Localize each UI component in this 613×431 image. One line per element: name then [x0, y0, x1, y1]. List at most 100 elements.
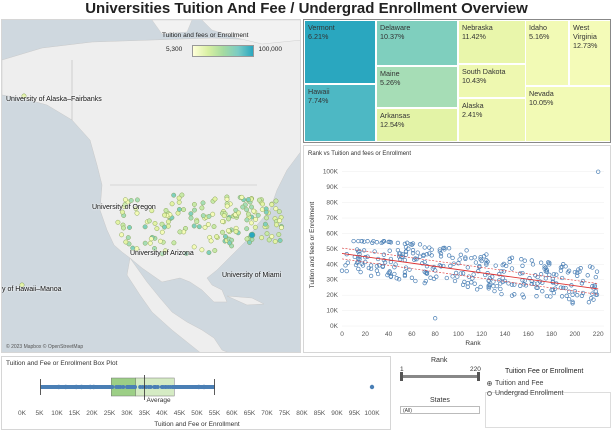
scatter-point[interactable]: [407, 267, 412, 272]
university-dot[interactable]: [130, 245, 136, 251]
university-dot[interactable]: [244, 236, 250, 242]
scatter-point[interactable]: [566, 289, 572, 294]
scatter-point[interactable]: [402, 241, 408, 247]
scatter-point[interactable]: [365, 239, 370, 244]
scatter-point[interactable]: [509, 282, 515, 287]
rank-slider-min-handle[interactable]: [400, 372, 403, 381]
scatter-point[interactable]: [392, 265, 397, 270]
scatter-point[interactable]: [542, 264, 547, 269]
scatter-point[interactable]: [473, 260, 479, 265]
scatter-point[interactable]: [374, 240, 380, 245]
rank-slider-max-handle[interactable]: [477, 372, 480, 381]
scatter-point[interactable]: [492, 288, 497, 294]
scatter-point[interactable]: [379, 240, 384, 246]
university-dot[interactable]: [169, 201, 175, 207]
box-data-point[interactable]: [102, 385, 107, 389]
university-dot[interactable]: [122, 197, 128, 203]
scatter-point[interactable]: [590, 265, 595, 270]
university-points[interactable]: [19, 93, 284, 288]
university-dot[interactable]: [256, 197, 262, 203]
box-outlier[interactable]: [201, 384, 207, 390]
scatter-point[interactable]: [512, 292, 517, 297]
scatter-point[interactable]: [544, 293, 550, 299]
university-dot[interactable]: [152, 245, 157, 251]
scatter-point[interactable]: [596, 169, 601, 174]
scatter-point[interactable]: [360, 263, 366, 268]
scatter-point[interactable]: [527, 276, 532, 281]
radio-unselected-icon[interactable]: [487, 391, 492, 396]
scatter-point[interactable]: [565, 270, 571, 275]
university-dot[interactable]: [264, 215, 269, 221]
scatter-point[interactable]: [478, 255, 483, 260]
university-dot[interactable]: [276, 232, 282, 237]
university-dot[interactable]: [199, 247, 205, 253]
scatter-point[interactable]: [520, 263, 525, 268]
scatter-point[interactable]: [500, 275, 505, 281]
university-dot[interactable]: [205, 222, 211, 227]
university-dot[interactable]: [194, 219, 200, 225]
scatter-point[interactable]: [592, 283, 597, 288]
scatter-point[interactable]: [357, 254, 362, 260]
scatter-point[interactable]: [559, 294, 565, 299]
box-plot-chart[interactable]: Tuition and Fee or Enrollment Box Plot Av…: [2, 357, 391, 430]
scatter-point[interactable]: [550, 279, 555, 284]
scatter-point[interactable]: [452, 278, 458, 284]
box-plot-panel[interactable]: Tuition and Fee or Enrollment Box Plot Av…: [1, 356, 391, 430]
scatter-point[interactable]: [456, 261, 461, 266]
university-dot[interactable]: [149, 208, 155, 214]
scatter-point[interactable]: [428, 275, 433, 280]
scatter-point[interactable]: [429, 247, 434, 252]
university-dot[interactable]: [121, 225, 126, 231]
scatter-point[interactable]: [387, 269, 392, 274]
scatter-point[interactable]: [558, 268, 564, 273]
university-dot[interactable]: [181, 207, 187, 213]
scatter-point[interactable]: [431, 276, 437, 282]
scatter-point[interactable]: [356, 266, 361, 272]
university-dot[interactable]: [269, 234, 275, 239]
scatter-point[interactable]: [368, 273, 374, 279]
university-dot[interactable]: [122, 202, 128, 208]
scatter-point[interactable]: [420, 261, 425, 266]
scatter-point[interactable]: [423, 278, 428, 284]
scatter-point[interactable]: [538, 260, 544, 265]
scatter-point[interactable]: [594, 269, 600, 274]
scatter-point[interactable]: [402, 257, 408, 263]
scatter-point[interactable]: [572, 288, 578, 294]
scatter-point[interactable]: [469, 280, 474, 285]
university-dot[interactable]: [147, 240, 153, 246]
scatter-point[interactable]: [357, 257, 362, 262]
scatter-point[interactable]: [410, 251, 416, 256]
scatter-point[interactable]: [572, 269, 578, 275]
scatter-point[interactable]: [465, 265, 470, 270]
scatter-point[interactable]: [509, 255, 515, 260]
scatter-point[interactable]: [484, 252, 489, 257]
scatter-point[interactable]: [434, 274, 439, 279]
scatter-point[interactable]: [442, 245, 447, 251]
university-dot[interactable]: [171, 240, 177, 246]
scatter-point[interactable]: [380, 264, 385, 269]
scatter-point[interactable]: [412, 257, 417, 262]
university-dot[interactable]: [277, 238, 283, 243]
scatter-point[interactable]: [543, 276, 548, 281]
scatter-point[interactable]: [424, 264, 430, 269]
scatter-point[interactable]: [575, 293, 580, 298]
scatter-point[interactable]: [433, 268, 438, 273]
university-dot[interactable]: [134, 210, 140, 216]
scatter-point[interactable]: [417, 242, 423, 247]
university-dot[interactable]: [245, 211, 251, 217]
box-data-point[interactable]: [184, 385, 189, 389]
university-dot[interactable]: [272, 239, 278, 244]
university-dot[interactable]: [222, 234, 228, 239]
scatter-point[interactable]: [512, 282, 517, 287]
scatter-point[interactable]: [458, 252, 463, 257]
box-data-point[interactable]: [159, 385, 164, 389]
scatter-point[interactable]: [402, 269, 408, 275]
university-dot[interactable]: [142, 240, 148, 246]
scatter-point[interactable]: [457, 257, 462, 262]
scatter-point[interactable]: [410, 248, 416, 253]
box-data-point[interactable]: [116, 385, 121, 389]
scatter-point[interactable]: [356, 238, 361, 244]
university-dot[interactable]: [176, 199, 182, 205]
university-dot[interactable]: [183, 251, 189, 257]
scatter-point[interactable]: [375, 271, 381, 277]
